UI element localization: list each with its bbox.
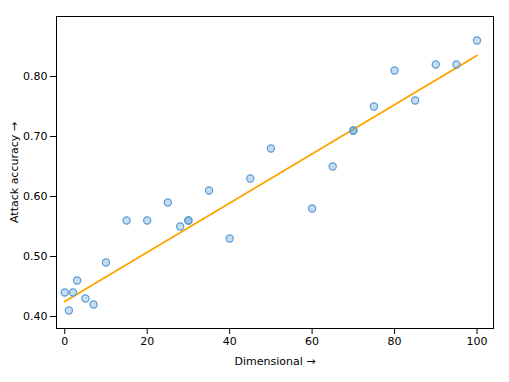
svg-text:60: 60 xyxy=(305,335,319,348)
svg-text:Dimensional →: Dimensional → xyxy=(235,355,316,368)
svg-text:0.60: 0.60 xyxy=(23,190,48,203)
svg-text:0.70: 0.70 xyxy=(23,130,48,143)
svg-text:0.80: 0.80 xyxy=(23,70,48,83)
svg-text:0: 0 xyxy=(61,335,68,348)
svg-text:80: 80 xyxy=(388,335,402,348)
svg-text:0.40: 0.40 xyxy=(23,310,48,323)
svg-text:Attack accuracy →: Attack accuracy → xyxy=(8,122,21,223)
svg-text:100: 100 xyxy=(467,335,488,348)
svg-text:0.50: 0.50 xyxy=(23,250,48,263)
svg-text:40: 40 xyxy=(223,335,237,348)
svg-text:20: 20 xyxy=(140,335,154,348)
